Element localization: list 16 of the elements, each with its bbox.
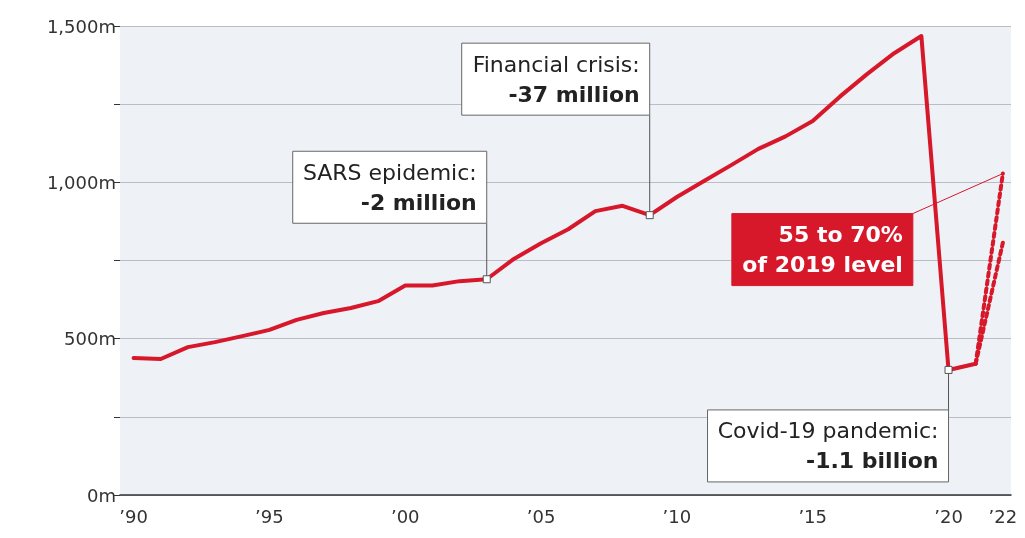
x-tick-label: ’22 <box>988 505 1018 527</box>
x-tick-label: ’10 <box>662 505 692 527</box>
annotation: SARS epidemic: -2 million <box>302 159 477 215</box>
x-tick-label: ’05 <box>526 505 556 527</box>
y-tick-label: 1,500m <box>46 15 116 37</box>
x-tick-label: ’20 <box>934 505 963 527</box>
x-tick-label: ’00 <box>390 505 420 527</box>
x-tick-label: ’95 <box>255 505 284 527</box>
x-tick-label: ’15 <box>798 505 828 527</box>
y-tick-label: 500m <box>64 328 116 350</box>
annotation: Covid-19 pandemic: -1.1 billion <box>717 418 939 474</box>
x-tick-label: ’90 <box>119 505 148 527</box>
y-tick-label: 0m <box>87 484 116 506</box>
annotation: 55 to 70% of 2019 level <box>742 222 903 278</box>
annotation: Financial crisis: -37 million <box>472 51 640 107</box>
y-tick-label: 1,000m <box>46 171 116 193</box>
